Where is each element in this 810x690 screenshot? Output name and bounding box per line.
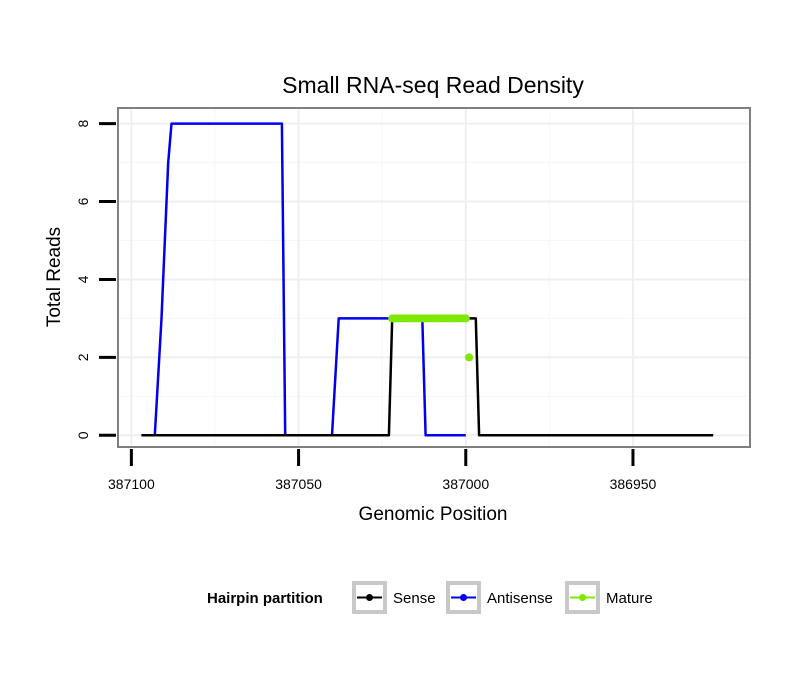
x-tick-label: 387100	[108, 476, 155, 492]
x-axis: 387100 387050 387000 386950	[108, 449, 657, 492]
legend-label-mature: Mature	[606, 590, 653, 607]
x-tick-label: 387050	[275, 476, 322, 492]
legend-dot-antisense	[460, 594, 467, 601]
y-axis-title: Total Reads	[44, 227, 65, 327]
legend-label-antisense: Antisense	[487, 590, 553, 607]
plot-border	[117, 107, 751, 448]
legend-dot-sense	[366, 594, 373, 601]
legend: Hairpin partition Sense Antisense Mature	[207, 581, 653, 614]
x-tick-label: 387000	[442, 476, 489, 492]
series-points-mature	[388, 314, 474, 362]
mature-point	[465, 353, 474, 362]
y-tick-label: 0	[75, 431, 91, 439]
y-axis: 0 2 4 6 8	[75, 119, 116, 439]
y-tick-label: 4	[75, 275, 91, 283]
plot-panel	[118, 108, 750, 447]
y-tick-label: 2	[75, 353, 91, 361]
y-tick-label: 8	[75, 119, 91, 127]
chart-title: Small RNA-seq Read Density	[282, 72, 584, 98]
legend-label-sense: Sense	[393, 590, 436, 607]
y-tick-label: 6	[75, 197, 91, 205]
x-axis-title: Genomic Position	[359, 504, 508, 525]
legend-dot-mature	[579, 594, 586, 601]
x-tick-label: 386950	[610, 476, 657, 492]
mature-point	[461, 314, 470, 323]
legend-title: Hairpin partition	[207, 590, 323, 607]
series-layer	[141, 122, 714, 437]
